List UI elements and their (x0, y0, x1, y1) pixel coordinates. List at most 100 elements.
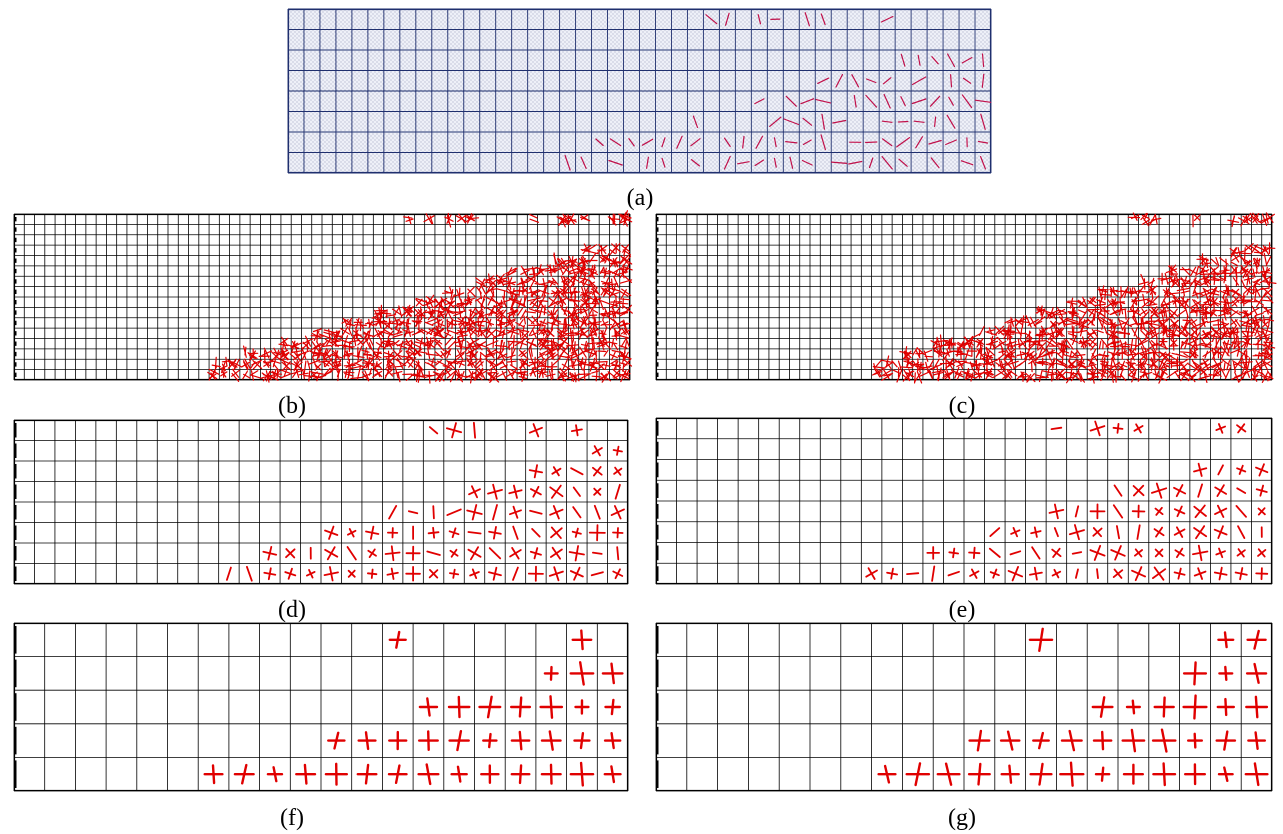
crack-mark (564, 290, 578, 294)
crack-mark (961, 56, 973, 64)
crack-mark (442, 291, 454, 294)
crack-mark (415, 360, 424, 371)
crack-mark (1110, 349, 1120, 360)
crack-mark (549, 763, 553, 785)
crack-mark (570, 305, 578, 317)
crack-mark (1194, 331, 1201, 341)
crack-mark (1263, 287, 1273, 298)
crack-mark (347, 569, 356, 578)
crack-mark (1160, 370, 1163, 380)
crack-mark (425, 295, 436, 304)
crack-mark (1207, 362, 1221, 369)
crack-mark (544, 348, 557, 356)
crack-mark (1219, 276, 1227, 282)
crack-mark (1031, 546, 1041, 560)
crack-pattern (225, 421, 625, 582)
crack-mark (524, 310, 537, 314)
crack-mark (1189, 266, 1197, 277)
crack-mark (339, 327, 351, 335)
crack-mark (589, 279, 594, 288)
crack-mark (1035, 376, 1049, 379)
crack-mark (1069, 297, 1074, 309)
crack-mark (334, 357, 339, 367)
crack-mark (455, 370, 463, 383)
crack-mark (1176, 287, 1190, 292)
crack-mark (407, 347, 417, 356)
crack-mark (1051, 570, 1062, 577)
crack-mark (1237, 423, 1246, 434)
crack-mark (1077, 363, 1087, 369)
crack-mark (434, 372, 445, 382)
crack-mark (374, 310, 386, 315)
crack-mark (372, 330, 384, 338)
crack-mark (558, 323, 571, 326)
crack-mark (561, 363, 571, 370)
crack-mark (488, 732, 492, 749)
crack-mark (1021, 315, 1025, 329)
crack-mark (961, 371, 973, 375)
crack-mark (479, 358, 483, 367)
crack-mark (1200, 342, 1212, 346)
crack-mark (1236, 467, 1247, 473)
crack-mark (601, 281, 612, 285)
crack-mark (1127, 368, 1136, 376)
crack-mark (520, 330, 530, 341)
crack-mark (1003, 351, 1016, 359)
panel-e-mesh (655, 417, 1273, 585)
crack-mark (368, 342, 373, 351)
crack-mark (612, 257, 616, 268)
crack-mark (998, 327, 1006, 335)
crack-mark (998, 357, 1003, 371)
crack-mark (604, 252, 610, 264)
crack-mark (1109, 310, 1120, 316)
crack-mark (946, 114, 956, 129)
crack-mark (262, 550, 278, 556)
crack-mark (1223, 766, 1229, 783)
mesh-grid (655, 622, 1273, 792)
crack-mark (325, 349, 331, 357)
crack-mark (565, 219, 577, 222)
crack-mark (552, 505, 560, 520)
crack-mark (572, 486, 581, 497)
crack-mark (1131, 699, 1136, 715)
crack-mark (249, 370, 259, 376)
crack-mark (282, 361, 291, 371)
crack-mark (1180, 325, 1191, 336)
crack-mark (324, 548, 339, 558)
crack-mark (555, 287, 566, 297)
crack-mark (1053, 527, 1059, 538)
crack-mark (1220, 358, 1231, 367)
crack-mark (310, 371, 324, 375)
crack-mark (531, 266, 535, 277)
crack-mark (453, 310, 467, 314)
crack-mark (1019, 338, 1027, 349)
crack-mark (476, 299, 486, 310)
crack-mark (1140, 309, 1148, 315)
crack-mark (540, 358, 549, 365)
crack-mark (240, 763, 248, 785)
crack-mark (1106, 323, 1118, 326)
crack-mark (546, 321, 560, 327)
crack-mark (742, 135, 745, 149)
crack-mark (534, 362, 546, 370)
crack-mark (619, 279, 633, 284)
crack-mark (536, 323, 545, 327)
crack-mark (570, 428, 583, 433)
crack-mark (1115, 525, 1121, 540)
crack-mark (1025, 373, 1036, 383)
crack-mark (550, 548, 563, 558)
crack-mark (559, 296, 567, 306)
crack-mark (1199, 257, 1207, 265)
crack-mark (815, 98, 832, 104)
crack-mark (506, 328, 519, 334)
crack-mark (1242, 310, 1250, 316)
crack-mark (1261, 299, 1273, 302)
crack-mark (518, 279, 528, 285)
crack-mark (1012, 527, 1019, 538)
crack-mark (295, 345, 299, 358)
crack-mark (556, 330, 568, 340)
crack-mark (1049, 337, 1058, 346)
crack-mark (548, 297, 559, 306)
crack-mark (572, 358, 577, 367)
crack-mark (301, 346, 307, 360)
